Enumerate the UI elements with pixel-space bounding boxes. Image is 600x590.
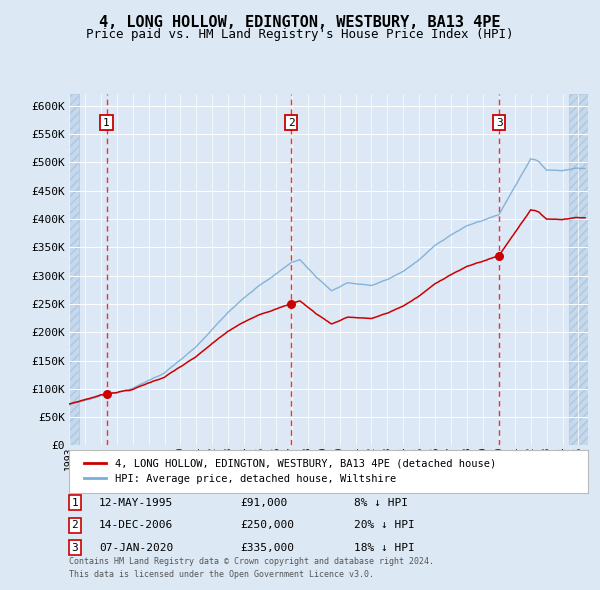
Text: 14-DEC-2006: 14-DEC-2006 bbox=[99, 520, 173, 530]
Text: 3: 3 bbox=[71, 543, 79, 552]
Text: 18% ↓ HPI: 18% ↓ HPI bbox=[354, 543, 415, 552]
Text: 1: 1 bbox=[103, 118, 110, 127]
Text: 2: 2 bbox=[288, 118, 295, 127]
Text: 4, LONG HOLLOW, EDINGTON, WESTBURY, BA13 4PE: 4, LONG HOLLOW, EDINGTON, WESTBURY, BA13… bbox=[99, 15, 501, 30]
Text: 2: 2 bbox=[71, 520, 79, 530]
Text: £335,000: £335,000 bbox=[240, 543, 294, 552]
Bar bbox=[69, 94, 79, 445]
Text: Price paid vs. HM Land Registry's House Price Index (HPI): Price paid vs. HM Land Registry's House … bbox=[86, 28, 514, 41]
Text: 20% ↓ HPI: 20% ↓ HPI bbox=[354, 520, 415, 530]
Text: £250,000: £250,000 bbox=[240, 520, 294, 530]
Text: 8% ↓ HPI: 8% ↓ HPI bbox=[354, 498, 408, 507]
Text: 1: 1 bbox=[71, 498, 79, 507]
Text: Contains HM Land Registry data © Crown copyright and database right 2024.: Contains HM Land Registry data © Crown c… bbox=[69, 558, 434, 566]
Text: 12-MAY-1995: 12-MAY-1995 bbox=[99, 498, 173, 507]
Text: This data is licensed under the Open Government Licence v3.0.: This data is licensed under the Open Gov… bbox=[69, 571, 374, 579]
Text: 07-JAN-2020: 07-JAN-2020 bbox=[99, 543, 173, 552]
Text: 3: 3 bbox=[496, 118, 503, 127]
Text: £91,000: £91,000 bbox=[240, 498, 287, 507]
Bar bbox=[569, 94, 593, 445]
Legend: 4, LONG HOLLOW, EDINGTON, WESTBURY, BA13 4PE (detached house), HPI: Average pric: 4, LONG HOLLOW, EDINGTON, WESTBURY, BA13… bbox=[79, 454, 500, 489]
